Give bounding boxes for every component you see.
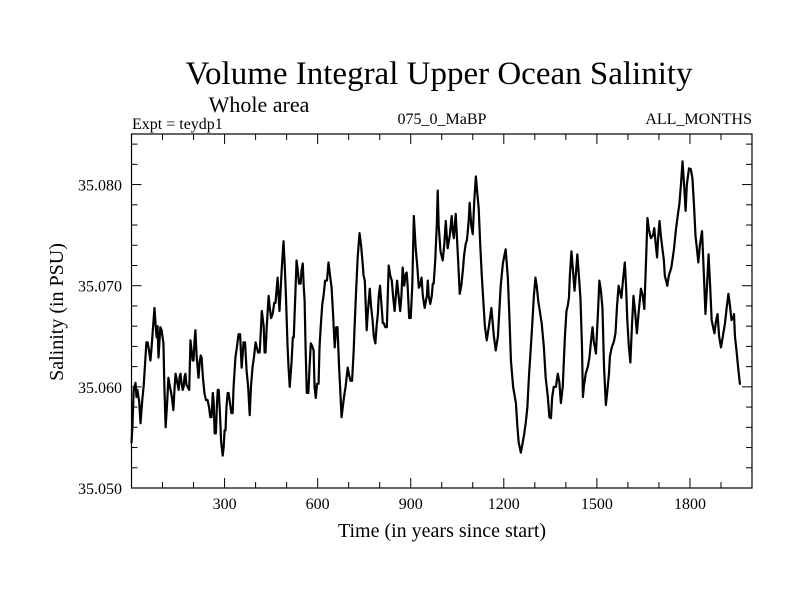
x-tick-label: 1800 [674,496,706,513]
y-axis-label: Salinity (in PSU) [46,243,68,381]
period-label: 075_0_MaBP [398,111,487,128]
y-tick-label: 35.050 [78,481,122,498]
y-tick-label: 35.060 [78,380,122,397]
experiment-label: Expt = teydp1 [132,116,223,133]
x-tick-label: 1200 [488,496,520,513]
x-tick-label: 1500 [581,496,613,513]
series-line-salinity [130,160,741,457]
chart-title: Volume Integral Upper Ocean Salinity [185,56,693,92]
x-tick-label: 600 [306,496,330,513]
months-label: ALL_MONTHS [645,111,752,128]
x-tick-label: 900 [399,496,423,513]
y-tick-label: 35.070 [78,279,122,296]
x-axis-label: Time (in years since start) [338,520,546,542]
axis-tick-labels: 300 600 900 1200 1500 1800 35.050 35.060 35.070 3… [78,178,706,513]
plot-frame [130,133,753,489]
y-tick-label: 35.080 [78,178,122,195]
axis-ticks [131,134,752,488]
x-tick-label: 300 [213,496,237,513]
chart-subtitle: Whole area [209,92,310,117]
